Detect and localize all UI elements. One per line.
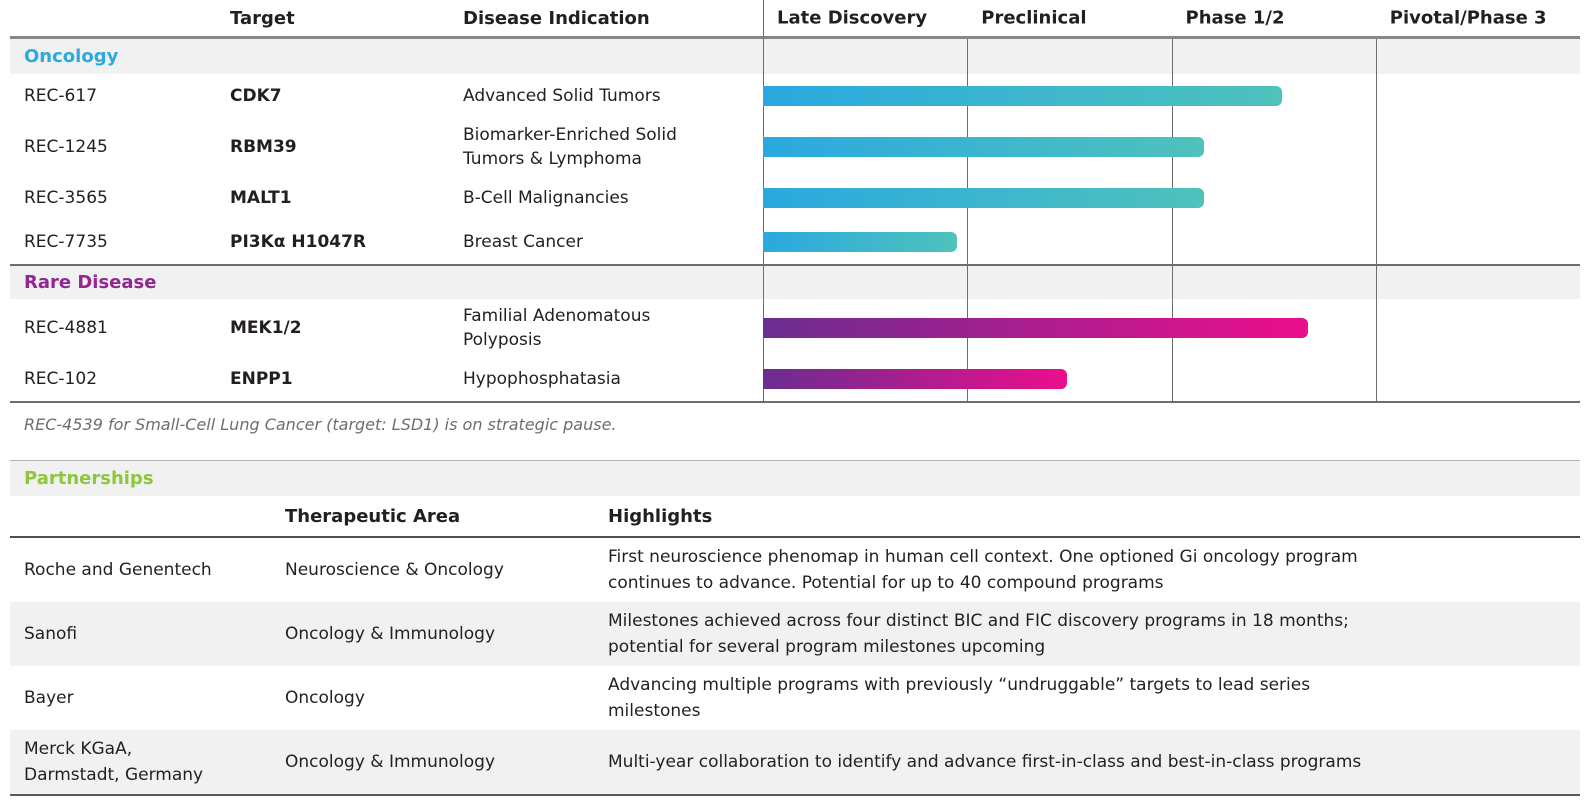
program-row: REC-102 ENPP1 Hypophosphatasia bbox=[10, 357, 1580, 401]
partnerships-band: Partnerships bbox=[10, 460, 1580, 496]
phase-bar bbox=[763, 188, 1205, 208]
partner-highlights: Advancing multiple programs with previou… bbox=[595, 672, 1580, 724]
program-target: RBM39 bbox=[230, 137, 297, 157]
phase-bar bbox=[763, 318, 1309, 338]
partnerships-body: Roche and Genentech Neuroscience & Oncol… bbox=[10, 538, 1580, 794]
partner-therapeutic-area: Oncology & Immunology bbox=[285, 752, 496, 772]
partnership-row: Bayer Oncology Advancing multiple progra… bbox=[10, 666, 1580, 730]
program-row: REC-3565 MALT1 B-Cell Malignancies bbox=[10, 176, 1580, 220]
program-indication: B-Cell Malignancies bbox=[463, 186, 723, 210]
section-band: Rare Disease bbox=[10, 264, 1580, 299]
program-indication: Breast Cancer bbox=[463, 230, 723, 254]
phase-bar bbox=[763, 369, 1068, 389]
phase-header-preclinical: Preclinical bbox=[981, 7, 1087, 29]
program-indication: Advanced Solid Tumors bbox=[463, 84, 723, 108]
phase-bar bbox=[763, 232, 958, 252]
program-phase-cell bbox=[763, 225, 1580, 259]
header-target: Target bbox=[230, 7, 295, 29]
program-id: REC-1245 bbox=[24, 137, 108, 157]
section-band: Oncology bbox=[10, 39, 1580, 74]
pipeline-table: Target Disease Indication Late Discovery… bbox=[10, 0, 1580, 434]
program-indication: Hypophosphatasia bbox=[463, 367, 723, 391]
text-line: Multi-year collaboration to identify and… bbox=[608, 752, 1362, 772]
text-line: Hypophosphatasia bbox=[463, 369, 621, 389]
partner-name: Roche and Genentech bbox=[10, 557, 224, 583]
partnerships-title: Partnerships bbox=[24, 468, 154, 489]
text-line: Sanofi bbox=[24, 624, 78, 644]
phase-header-pivotal-phase-3: Pivotal/Phase 3 bbox=[1389, 7, 1547, 29]
text-line: Breast Cancer bbox=[463, 232, 583, 252]
text-line: Advancing multiple programs with previou… bbox=[608, 675, 1311, 695]
text-line: First neuroscience phenomap in human cel… bbox=[608, 547, 1358, 567]
partner-highlights: Multi-year collaboration to identify and… bbox=[595, 749, 1580, 775]
header-indication: Disease Indication bbox=[463, 7, 650, 29]
phase-header-late-discovery: Late Discovery bbox=[777, 7, 928, 29]
section-title: Oncology bbox=[24, 46, 119, 67]
partner-highlights: First neuroscience phenomap in human cel… bbox=[595, 544, 1580, 596]
program-id: REC-7735 bbox=[24, 232, 108, 252]
text-line: Polyposis bbox=[463, 330, 542, 350]
text-line: Advanced Solid Tumors bbox=[463, 86, 661, 106]
partner-name: Bayer bbox=[10, 685, 224, 711]
program-target: MEK1/2 bbox=[230, 318, 302, 338]
pipeline-header-row: Target Disease Indication Late Discovery… bbox=[10, 0, 1580, 39]
text-line: continues to advance. Potential for up t… bbox=[608, 573, 1164, 593]
text-line: Merck KGaA, bbox=[24, 739, 133, 759]
pipeline-body: Oncology REC-617 CDK7 Advanced Solid Tum… bbox=[10, 39, 1580, 403]
partnerships-header-row: Therapeutic Area Highlights bbox=[10, 496, 1580, 538]
text-line: Milestones achieved across four distinct… bbox=[608, 611, 1349, 631]
partnerships-table: Partnerships Therapeutic Area Highlights… bbox=[10, 460, 1580, 796]
program-row: REC-617 CDK7 Advanced Solid Tumors bbox=[10, 74, 1580, 118]
program-id: REC-617 bbox=[24, 86, 98, 106]
program-id: REC-3565 bbox=[24, 188, 108, 208]
text-line: Familial Adenomatous bbox=[463, 306, 651, 326]
partner-therapeutic-area: Neuroscience & Oncology bbox=[285, 560, 504, 580]
partner-name: Sanofi bbox=[10, 621, 224, 647]
program-phase-cell bbox=[763, 304, 1580, 352]
partner-therapeutic-area: Oncology bbox=[285, 688, 365, 708]
partner-name: Merck KGaA, Darmstadt, Germany bbox=[10, 736, 224, 788]
text-line: B-Cell Malignancies bbox=[463, 188, 629, 208]
header-therapeutic-area: Therapeutic Area bbox=[285, 505, 461, 527]
chart-left-divider bbox=[763, 0, 764, 39]
partnership-row: Sanofi Oncology & Immunology Milestones … bbox=[10, 602, 1580, 666]
partner-therapeutic-area: Oncology & Immunology bbox=[285, 624, 496, 644]
phase-bar bbox=[763, 86, 1282, 106]
partnership-row: Merck KGaA, Darmstadt, Germany Oncology &… bbox=[10, 730, 1580, 794]
program-row: REC-7735 PI3Kα H1047R Breast Cancer bbox=[10, 220, 1580, 264]
text-line: Bayer bbox=[24, 688, 74, 708]
program-target: PI3Kα H1047R bbox=[230, 232, 367, 252]
program-id: REC-102 bbox=[24, 369, 98, 389]
program-indication: Biomarker-Enriched Solid Tumors & Lymphom… bbox=[463, 123, 723, 171]
text-line: Roche and Genentech bbox=[24, 560, 212, 580]
partner-highlights: Milestones achieved across four distinct… bbox=[595, 608, 1580, 660]
text-line: milestones bbox=[608, 701, 701, 721]
text-line: Darmstadt, Germany bbox=[24, 765, 204, 785]
phase-header-group: Late Discovery Preclinical Phase 1/2 Piv… bbox=[763, 0, 1580, 36]
program-indication: Familial Adenomatous Polyposis bbox=[463, 304, 723, 352]
text-line: Tumors & Lymphoma bbox=[463, 149, 642, 169]
program-phase-cell bbox=[763, 123, 1580, 171]
program-target: MALT1 bbox=[230, 188, 292, 208]
program-target: ENPP1 bbox=[230, 369, 293, 389]
program-target: CDK7 bbox=[230, 86, 282, 106]
phase-bar bbox=[763, 137, 1205, 157]
phase-header-phase-1-2: Phase 1/2 bbox=[1185, 7, 1285, 29]
program-id: REC-4881 bbox=[24, 318, 108, 338]
header-highlights: Highlights bbox=[608, 505, 713, 527]
program-phase-cell bbox=[763, 79, 1580, 113]
program-row: REC-4881 MEK1/2 Familial Adenomatous Poly… bbox=[10, 299, 1580, 357]
page: Target Disease Indication Late Discovery… bbox=[10, 0, 1580, 796]
text-line: Biomarker-Enriched Solid bbox=[463, 125, 677, 145]
program-phase-cell bbox=[763, 181, 1580, 215]
program-phase-cell bbox=[763, 362, 1580, 396]
partnership-row: Roche and Genentech Neuroscience & Oncol… bbox=[10, 538, 1580, 602]
section-title: Rare Disease bbox=[24, 272, 157, 293]
program-row: REC-1245 RBM39 Biomarker-Enriched Solid T… bbox=[10, 118, 1580, 176]
text-line: potential for several program milestones… bbox=[608, 637, 1046, 657]
pipeline-footnote: REC-4539 for Small-Cell Lung Cancer (tar… bbox=[24, 415, 617, 434]
